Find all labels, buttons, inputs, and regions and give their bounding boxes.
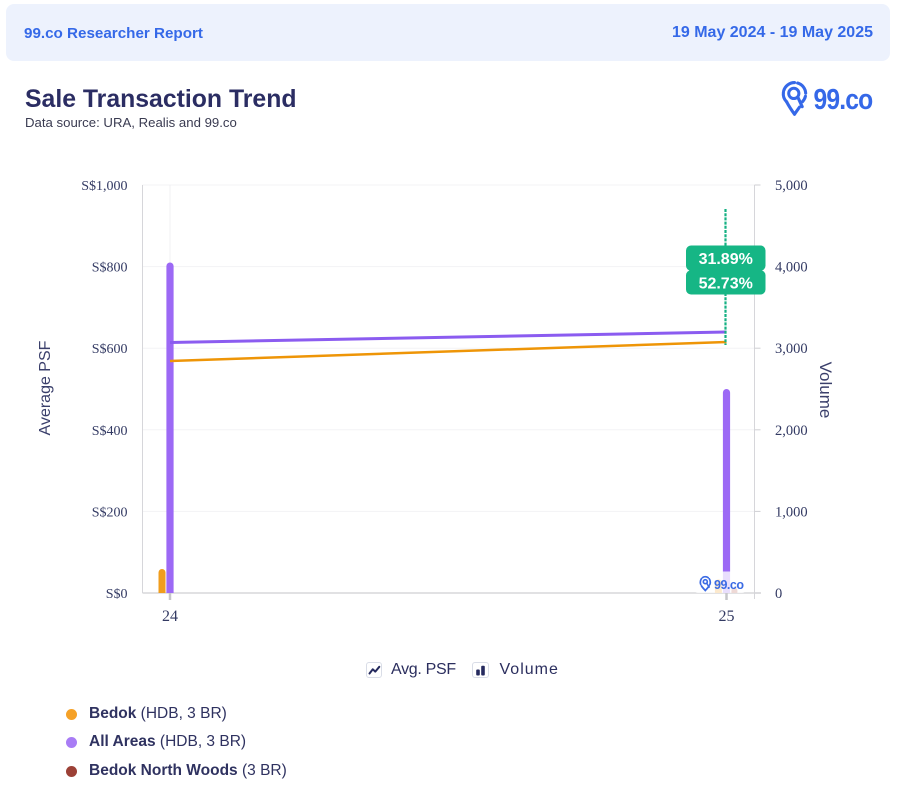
svg-text:99.co: 99.co [714,578,744,592]
svg-text:Average PSF: Average PSF [37,340,54,435]
svg-text:5,000: 5,000 [775,178,808,194]
svg-text:99.co: 99.co [814,83,873,115]
svg-text:S$0: S$0 [106,587,128,602]
svg-text:S$200: S$200 [92,505,128,520]
svg-text:4,000: 4,000 [775,260,808,276]
svg-text:31.89%: 31.89% [699,251,753,268]
svg-text:0: 0 [775,586,782,602]
svg-text:3,000: 3,000 [775,341,808,357]
svg-text:25: 25 [719,608,735,625]
svg-text:1,000: 1,000 [775,504,808,520]
svg-text:Volume: Volume [816,362,835,419]
svg-text:52.73%: 52.73% [699,276,753,293]
svg-text:S$1,000: S$1,000 [81,179,127,194]
svg-text:S$800: S$800 [92,261,128,276]
svg-text:S$600: S$600 [92,342,128,357]
svg-text:S$400: S$400 [92,424,128,439]
svg-text:24: 24 [162,608,178,625]
svg-text:2,000: 2,000 [775,423,808,439]
